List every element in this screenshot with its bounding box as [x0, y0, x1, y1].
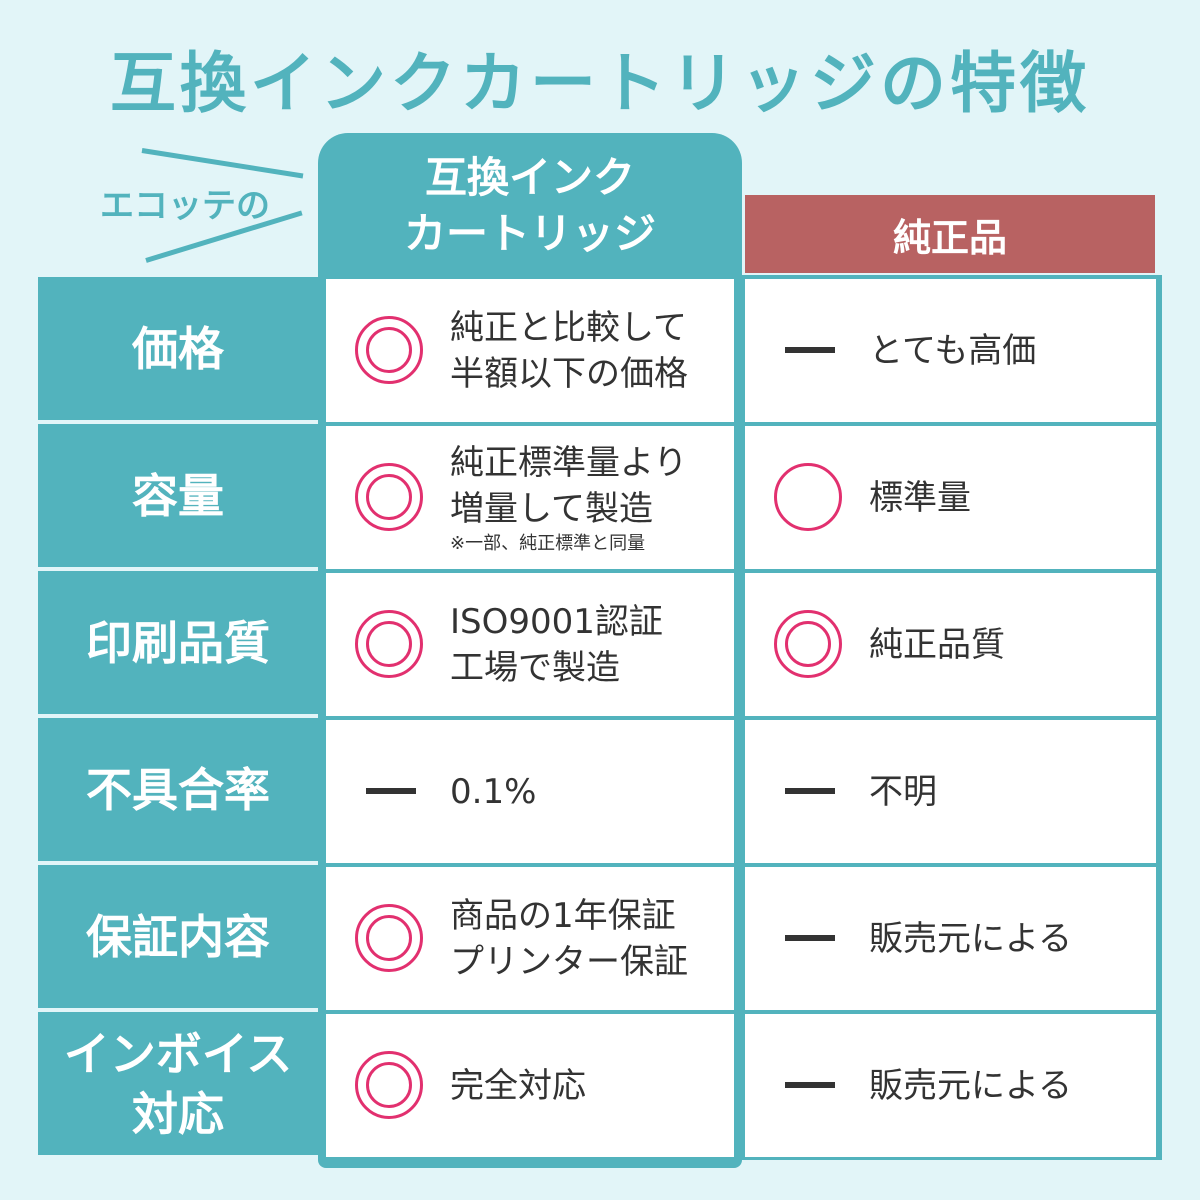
compat-cell: 完全対応	[326, 1014, 734, 1157]
compat-text-main: 純正と比較して 半額以下の価格	[450, 307, 688, 394]
genuine-text: 純正品質	[869, 622, 1005, 668]
compat-cell: 純正と比較して 半額以下の価格	[326, 279, 734, 422]
double-circle-icon	[355, 1051, 423, 1119]
genuine-cell: 純正品質	[745, 573, 1156, 716]
dash-icon	[366, 788, 416, 794]
row-label: 不具合率	[38, 718, 318, 861]
dash-icon	[785, 347, 835, 353]
genuine-text: とても高価	[869, 328, 1036, 374]
double-circle-icon	[355, 316, 423, 384]
row-label: 価格	[38, 277, 318, 420]
accent-line	[141, 148, 304, 179]
compat-text-main: 完全対応	[450, 1065, 586, 1106]
compat-cell: 0.1%	[326, 720, 734, 863]
genuine-text: 販売元による	[869, 916, 1072, 962]
genuine-cell: 販売元による	[745, 867, 1156, 1010]
compatible-header: 互換インク カートリッジ	[403, 153, 656, 258]
compat-text: 純正と比較して 半額以下の価格	[450, 305, 688, 397]
row-label: 保証内容	[38, 865, 318, 1008]
page-title: 互換インクカートリッジの特徴	[110, 45, 1090, 122]
genuine-text-main: 販売元による	[869, 918, 1072, 959]
compat-text-main: 商品の1年保証 プリンター保証	[450, 895, 688, 982]
genuine-text-main: とても高価	[869, 330, 1037, 371]
compat-note: ※一部、純正標準と同量	[450, 532, 646, 554]
genuine-text-main: 純正品質	[869, 624, 1005, 665]
double-circle-icon	[774, 610, 842, 678]
brand-label: エコッテの	[100, 186, 270, 226]
compat-cell: ISO9001認証 工場で製造	[326, 573, 734, 716]
genuine-text-main: 不明	[869, 771, 937, 812]
compat-text-main: 0.1%	[450, 771, 537, 812]
compat-text: ISO9001認証 工場で製造	[450, 599, 663, 691]
compat-text: 純正標準量より 増量して製造 ※一部、純正標準と同量	[450, 440, 687, 556]
genuine-text-main: 標準量	[869, 477, 971, 518]
double-circle-icon	[355, 904, 423, 972]
dash-icon	[785, 935, 835, 941]
genuine-cell: 不明	[745, 720, 1156, 863]
genuine-column	[738, 275, 1162, 1160]
row-label: インボイス 対応	[38, 1012, 318, 1155]
genuine-text-main: 販売元による	[869, 1065, 1072, 1106]
compat-text: 商品の1年保証 プリンター保証	[450, 893, 688, 985]
compat-cell: 商品の1年保証 プリンター保証	[326, 867, 734, 1010]
genuine-cell: とても高価	[745, 279, 1156, 422]
dash-icon	[785, 1082, 835, 1088]
genuine-cell: 標準量	[745, 426, 1156, 569]
circle-icon	[774, 463, 842, 531]
compat-text-main: ISO9001認証 工場で製造	[450, 601, 663, 688]
genuine-text: 不明	[869, 769, 937, 815]
row-label: 容量	[38, 424, 318, 567]
dash-icon	[785, 788, 835, 794]
double-circle-icon	[355, 463, 423, 531]
genuine-text: 標準量	[869, 475, 971, 521]
genuine-cell: 販売元による	[745, 1014, 1156, 1157]
compat-text: 0.1%	[450, 769, 536, 815]
genuine-text: 販売元による	[869, 1063, 1072, 1109]
genuine-header: 純正品	[745, 195, 1155, 273]
row-label: 印刷品質	[38, 571, 318, 714]
compat-text: 完全対応	[450, 1063, 586, 1109]
compat-cell: 純正標準量より 増量して製造 ※一部、純正標準と同量	[326, 426, 734, 569]
compat-text-main: 純正標準量より 増量して製造	[450, 442, 688, 529]
double-circle-icon	[355, 610, 423, 678]
